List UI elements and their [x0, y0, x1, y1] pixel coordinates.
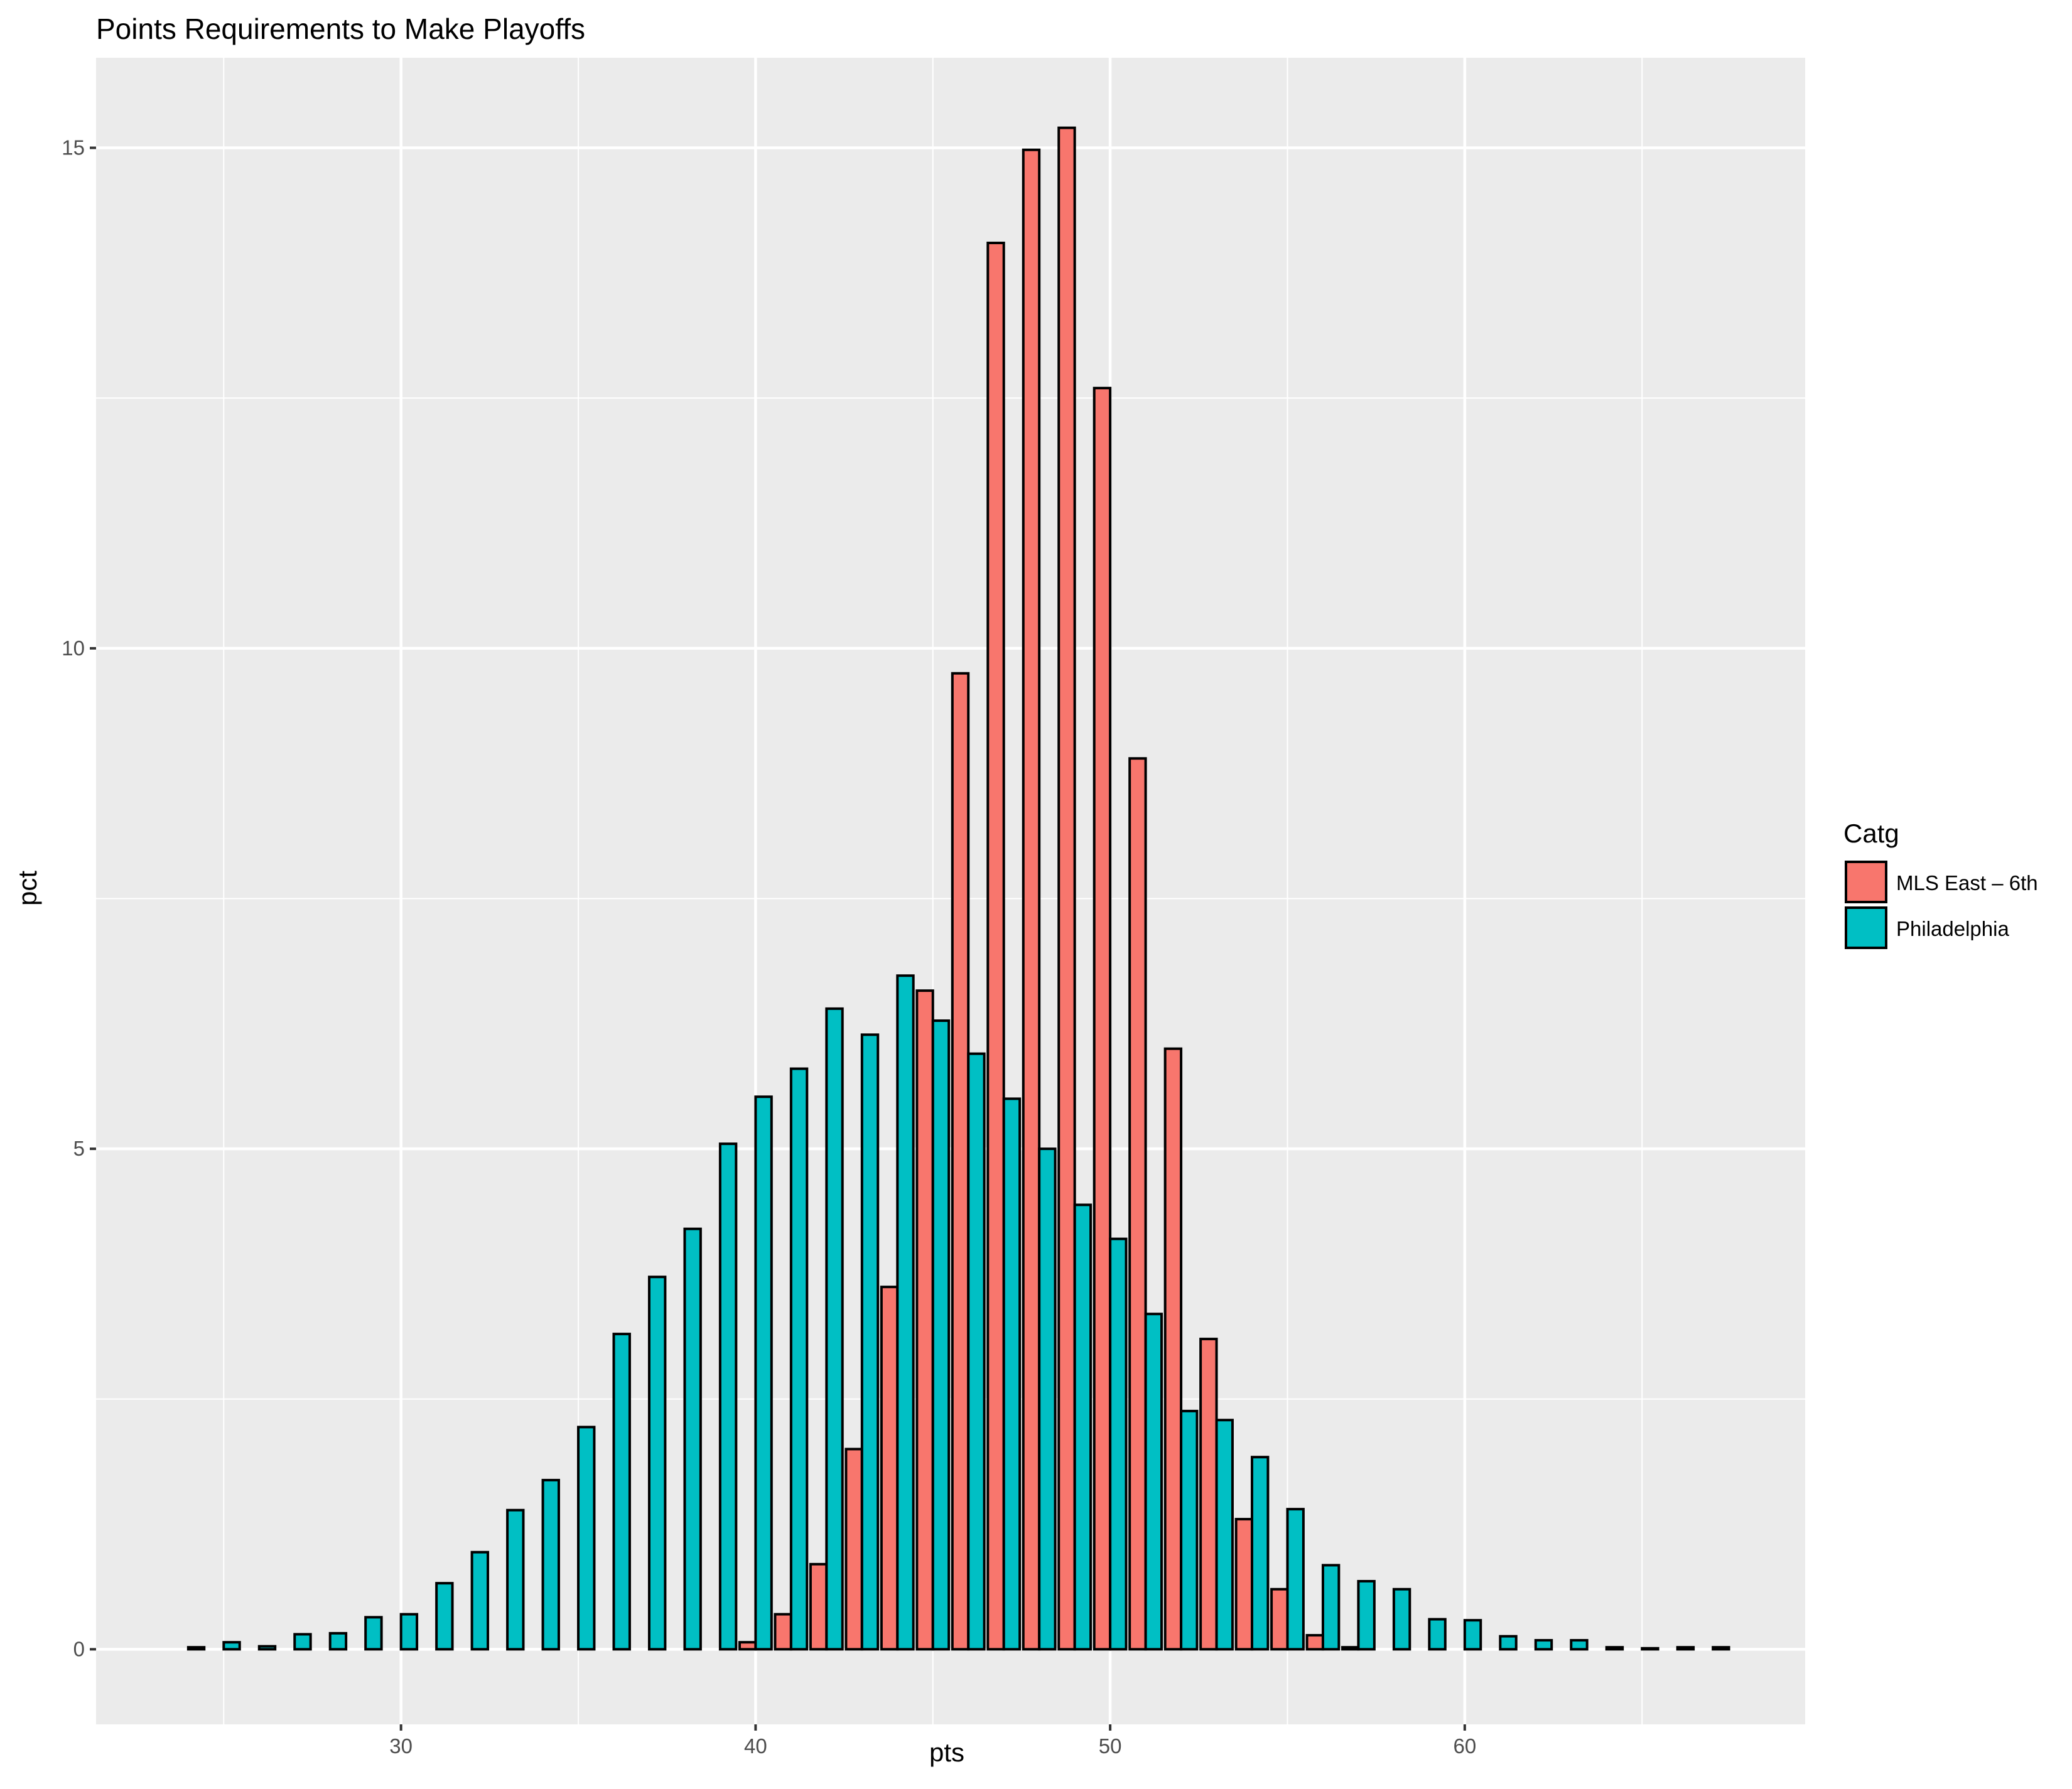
- bar-mls-east-6th-42: [809, 1562, 828, 1651]
- chart-title: Points Requirements to Make Playoffs: [96, 13, 585, 45]
- bar-philadelphia-42: [825, 1007, 844, 1651]
- bar-mls-east-6th-51: [1128, 757, 1147, 1651]
- y-tick-label: 5: [73, 1137, 85, 1160]
- bar-philadelphia-31: [435, 1582, 454, 1651]
- bar-philadelphia-47: [1002, 1097, 1022, 1651]
- bar-philadelphia-26: [257, 1645, 277, 1651]
- x-tick-label: 50: [1099, 1734, 1122, 1758]
- bar-philadelphia-56: [1321, 1564, 1341, 1651]
- bar-mls-east-6th-40: [738, 1641, 757, 1651]
- bar-philadelphia-46: [967, 1052, 986, 1651]
- bar-mls-east-6th-49: [1057, 126, 1076, 1651]
- bar-philadelphia-30: [399, 1613, 419, 1651]
- bar-philadelphia-62: [1534, 1639, 1553, 1651]
- bar-philadelphia-27: [293, 1633, 312, 1651]
- x-tick-label: 30: [389, 1734, 413, 1758]
- bar-philadelphia-39: [718, 1142, 738, 1651]
- y-tick-label: 15: [62, 136, 85, 159]
- bar-philadelphia-57: [1357, 1579, 1376, 1651]
- bar-mls-east-6th-48: [1022, 148, 1041, 1651]
- bar-philadelphia-33: [506, 1508, 525, 1651]
- legend: Catg MLS East – 6th Philadelphia: [1843, 819, 2038, 949]
- y-tick-label: 10: [62, 637, 85, 660]
- bar-philadelphia-66: [1676, 1646, 1695, 1651]
- bar-philadelphia-54: [1251, 1456, 1270, 1651]
- bar-philadelphia-52: [1180, 1409, 1199, 1651]
- bar-philadelphia-44: [896, 974, 915, 1651]
- bar-philadelphia-51: [1144, 1313, 1163, 1651]
- x-axis-title: pts: [929, 1738, 964, 1767]
- y-axis-title: pct: [13, 871, 42, 906]
- bar-philadelphia-38: [683, 1227, 702, 1651]
- legend-key-philadelphia: [1845, 906, 1887, 949]
- x-tick-label: 40: [744, 1734, 767, 1758]
- legend-label-philadelphia: Philadelphia: [1896, 917, 2009, 940]
- bar-philadelphia-49: [1073, 1203, 1093, 1651]
- bar-mls-east-6th-47: [986, 242, 1005, 1651]
- bar-mls-east-6th-45: [915, 989, 934, 1651]
- bar-philadelphia-65: [1641, 1647, 1659, 1651]
- bar-mls-east-6th-41: [774, 1613, 792, 1651]
- y-tick-label: 0: [73, 1637, 85, 1660]
- bar-mls-east-6th-52: [1163, 1047, 1183, 1651]
- bar-philadelphia-50: [1109, 1237, 1128, 1651]
- legend-label-mls-east-6th: MLS East – 6th: [1896, 871, 2038, 894]
- legend-title: Catg: [1843, 819, 1899, 848]
- bar-mls-east-6th-43: [844, 1448, 863, 1651]
- bar-philadelphia-25: [222, 1641, 241, 1651]
- bar-philadelphia-64: [1605, 1646, 1624, 1651]
- bar-philadelphia-37: [647, 1276, 667, 1651]
- bar-philadelphia-48: [1038, 1147, 1057, 1651]
- bar-mls-east-6th-56: [1305, 1634, 1324, 1651]
- bar-philadelphia-55: [1286, 1508, 1305, 1651]
- bar-philadelphia-32: [470, 1550, 490, 1651]
- bar-mls-east-6th-54: [1234, 1518, 1254, 1651]
- bar-philadelphia-43: [860, 1033, 880, 1651]
- bar-mls-east-6th-57: [1341, 1646, 1360, 1651]
- bar-philadelphia-58: [1392, 1588, 1411, 1651]
- bar-mls-east-6th-44: [880, 1286, 899, 1651]
- bar-philadelphia-67: [1712, 1646, 1730, 1651]
- bar-philadelphia-60: [1463, 1619, 1482, 1651]
- bar-mls-east-6th-46: [951, 672, 970, 1651]
- bar-philadelphia-61: [1499, 1635, 1518, 1651]
- bar-philadelphia-41: [789, 1067, 809, 1651]
- bar-philadelphia-45: [931, 1019, 951, 1651]
- bar-philadelphia-53: [1215, 1419, 1234, 1651]
- plot-panel: [96, 58, 1805, 1724]
- bars: [186, 126, 1730, 1651]
- bar-philadelphia-35: [577, 1426, 596, 1651]
- bar-mls-east-6th-50: [1093, 387, 1112, 1651]
- axes: 0 5 10 15 30 40 50 60: [62, 136, 1476, 1758]
- bar-philadelphia-40: [754, 1095, 773, 1651]
- bar-philadelphia-34: [541, 1478, 560, 1651]
- bar-philadelphia-29: [364, 1616, 383, 1651]
- bar-philadelphia-24: [186, 1646, 206, 1651]
- bar-philadelphia-28: [328, 1631, 348, 1651]
- x-tick-label: 60: [1453, 1734, 1476, 1758]
- legend-key-mls-east-6th: [1845, 861, 1887, 903]
- bar-philadelphia-36: [612, 1333, 631, 1651]
- bar-mls-east-6th-53: [1199, 1338, 1218, 1651]
- bar-philadelphia-59: [1428, 1618, 1447, 1651]
- bar-philadelphia-63: [1570, 1639, 1589, 1651]
- bar-mls-east-6th-55: [1270, 1588, 1289, 1651]
